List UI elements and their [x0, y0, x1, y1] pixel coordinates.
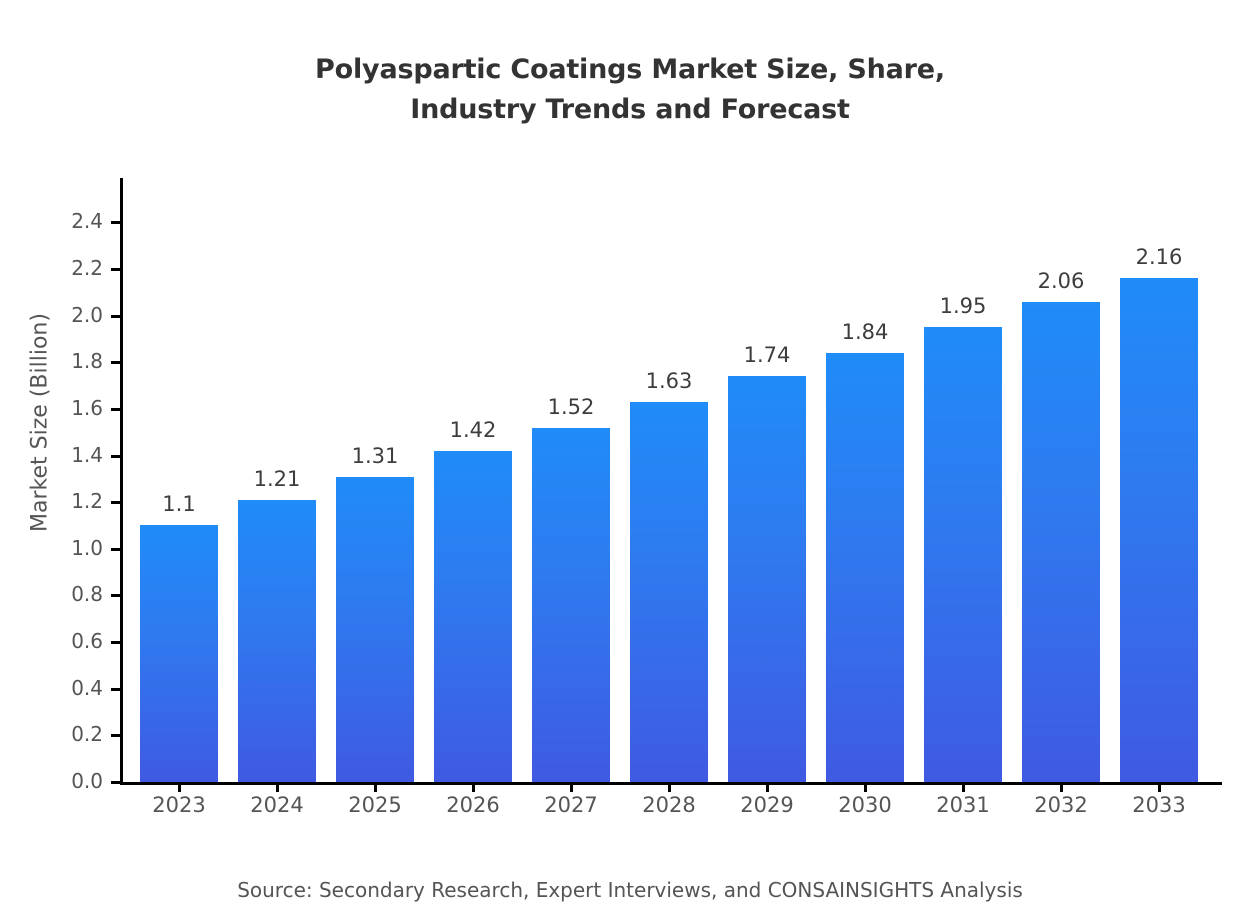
- x-tick-mark: [668, 782, 671, 792]
- x-tick-mark: [766, 782, 769, 792]
- x-tick-mark: [864, 782, 867, 792]
- y-axis-spine: [120, 178, 123, 782]
- y-tick-mark: [111, 407, 120, 411]
- x-axis-spine: [120, 782, 1222, 785]
- y-tick-label: 0.6: [71, 629, 103, 654]
- y-tick-mark: [111, 314, 120, 318]
- bar[interactable]: [336, 476, 414, 782]
- y-tick-label: 1.4: [71, 442, 103, 467]
- x-tick-mark: [472, 782, 475, 792]
- bar-value-label: 2.16: [1135, 245, 1183, 270]
- x-tick-mark: [570, 782, 573, 792]
- bar-value-label: 2.06: [1037, 268, 1085, 293]
- x-tick-label: 2030: [838, 793, 892, 817]
- y-tick-label: 0.2: [71, 722, 103, 747]
- x-tick-label: 2026: [446, 793, 500, 817]
- bar[interactable]: [1120, 278, 1198, 782]
- x-tick-label: 2031: [936, 793, 990, 817]
- y-tick-label: 2.4: [71, 209, 103, 234]
- bar[interactable]: [140, 525, 218, 782]
- title-line-1: Polyaspartic Coatings Market Size, Share…: [315, 54, 945, 85]
- y-tick-label: 2.2: [71, 255, 103, 280]
- y-tick-mark: [111, 361, 120, 365]
- x-tick-mark: [962, 782, 965, 792]
- bar[interactable]: [728, 376, 806, 782]
- y-tick-label: 0.8: [71, 582, 103, 607]
- bar-value-label: 1.84: [841, 319, 889, 344]
- y-tick-mark: [111, 594, 120, 598]
- y-tick-label: 1.6: [71, 395, 103, 420]
- y-tick-mark: [111, 687, 120, 691]
- page-title: Polyaspartic Coatings Market Size, Share…: [0, 50, 1260, 130]
- x-tick-label: 2029: [740, 793, 794, 817]
- bar-value-label: 1.74: [743, 343, 791, 368]
- source-note: Source: Secondary Research, Expert Inter…: [237, 878, 1023, 902]
- bar-value-label: 1.63: [645, 368, 693, 393]
- bar[interactable]: [434, 450, 512, 782]
- y-tick-label: 2.0: [71, 302, 103, 327]
- x-tick-mark: [1060, 782, 1063, 792]
- x-tick-mark: [276, 782, 279, 792]
- x-tick-label: 2024: [250, 793, 304, 817]
- bar-value-label: 1.21: [253, 466, 301, 491]
- x-tick-mark: [178, 782, 181, 792]
- title-line-2: Industry Trends and Forecast: [410, 94, 850, 125]
- bar[interactable]: [826, 352, 904, 782]
- x-tick-label: 2033: [1132, 793, 1186, 817]
- x-tick-label: 2027: [544, 793, 598, 817]
- x-tick-label: 2028: [642, 793, 696, 817]
- y-tick-label: 1.2: [71, 489, 103, 514]
- y-tick-mark: [111, 454, 120, 458]
- bar[interactable]: [924, 327, 1002, 782]
- y-tick-mark: [111, 781, 120, 784]
- y-tick-label: 0.0: [71, 769, 103, 793]
- y-tick-mark: [111, 641, 120, 645]
- bar-value-label: 1.31: [351, 443, 399, 468]
- bar[interactable]: [532, 427, 610, 782]
- y-tick-mark: [111, 547, 120, 551]
- bar-value-label: 1.1: [162, 492, 196, 517]
- x-tick-label: 2032: [1034, 793, 1088, 817]
- x-tick-mark: [1158, 782, 1161, 792]
- y-tick-label: 0.4: [71, 675, 103, 700]
- y-tick-label: 1.8: [71, 349, 103, 374]
- x-tick-mark: [374, 782, 377, 792]
- y-tick-mark: [111, 267, 120, 271]
- bar[interactable]: [1022, 301, 1100, 782]
- bar-value-label: 1.42: [449, 417, 497, 442]
- bar[interactable]: [238, 499, 316, 782]
- bar-value-label: 1.52: [547, 394, 595, 419]
- y-tick-mark: [111, 221, 120, 225]
- x-tick-label: 2025: [348, 793, 402, 817]
- y-tick-mark: [111, 734, 120, 738]
- plot-area: [111, 178, 1222, 792]
- y-tick-label: 1.0: [71, 535, 103, 560]
- bar-value-label: 1.95: [939, 294, 987, 319]
- y-tick-mark: [111, 501, 120, 505]
- bar[interactable]: [630, 401, 708, 782]
- x-tick-label: 2023: [152, 793, 206, 817]
